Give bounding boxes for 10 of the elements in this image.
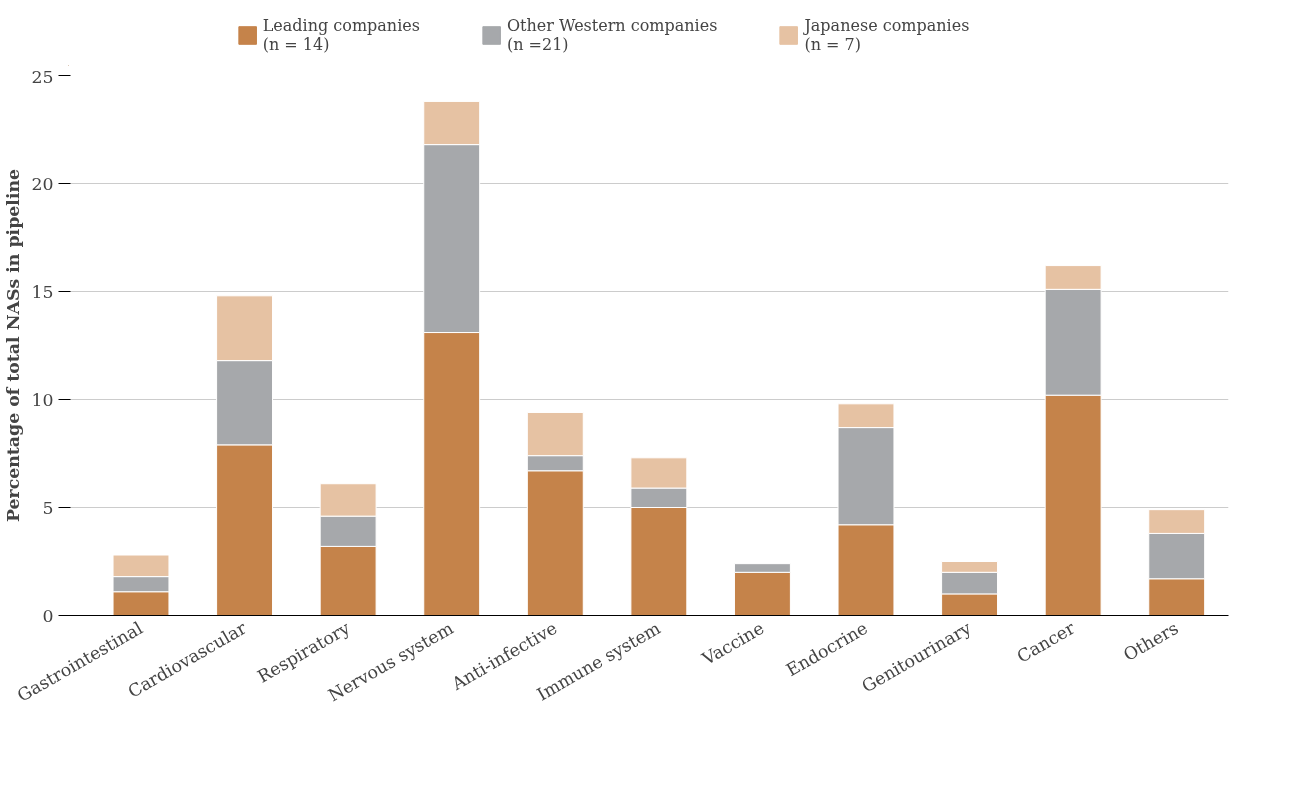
y-tick-label: 25 — [31, 66, 54, 87]
legend-label: Japanese companies (n = 7) — [804, 16, 970, 54]
legend-label: Leading companies (n = 14) — [262, 16, 420, 54]
y-axis-title: Percentage of total NASs in pipeline — [3, 168, 24, 523]
y-tick-label: 0 — [42, 605, 54, 626]
y-tick-label: 20 — [31, 173, 54, 194]
y-tick-label: 15 — [31, 281, 54, 302]
y-tick-label: 10 — [31, 389, 54, 410]
legend-label: Other Western companies (n =21) — [506, 16, 718, 54]
y-tick-label: 5 — [42, 497, 54, 518]
